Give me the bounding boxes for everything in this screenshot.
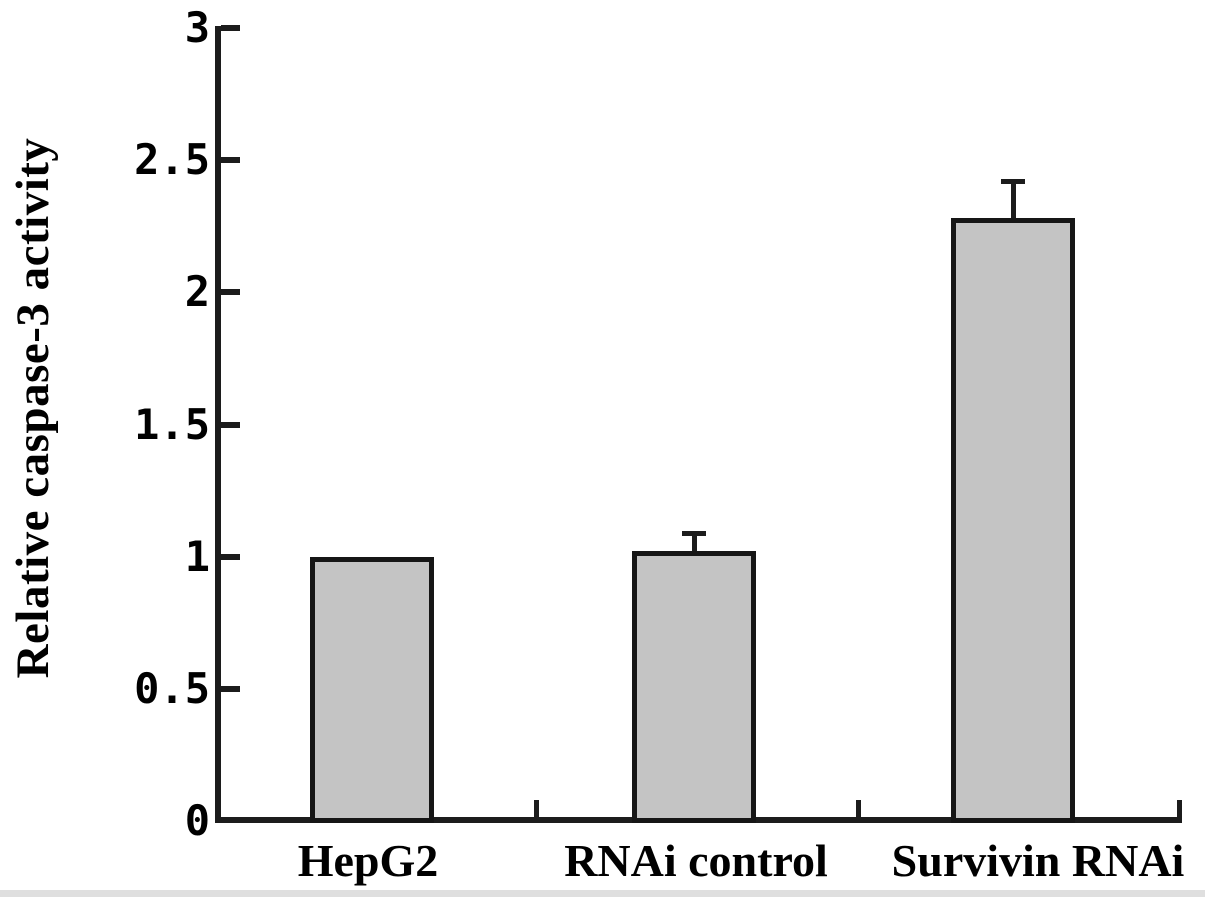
ytick-label: 2 — [184, 267, 210, 316]
category-divider-tick — [534, 800, 539, 817]
bar-hepg2 — [310, 557, 434, 823]
ytick-mark — [221, 289, 240, 295]
x-category-label-survivin-rnai: Survivin RNAi — [891, 835, 1185, 886]
error-bar-cap — [1001, 179, 1025, 184]
ytick-mark — [221, 25, 240, 31]
x-category-label-rnai-control: RNAi control — [564, 835, 828, 886]
ytick-label: 3 — [184, 3, 210, 52]
bottom-artifact-strip — [0, 890, 1205, 897]
bar-survivin-rnai — [951, 218, 1075, 823]
error-bar-stem — [1011, 181, 1016, 218]
ytick-label: 2.5 — [134, 135, 210, 184]
ytick-mark — [221, 686, 240, 692]
ytick-mark — [221, 554, 240, 560]
bar-rnai-control — [632, 551, 756, 823]
ytick-label: 0.5 — [134, 664, 210, 713]
category-divider-tick — [856, 800, 861, 817]
error-bar-cap — [682, 531, 706, 536]
error-bar-stem — [692, 533, 697, 551]
x-axis-end-tick — [1177, 800, 1182, 817]
ytick-label: 0 — [184, 796, 210, 845]
x-category-label-hepg2: HepG2 — [297, 835, 439, 886]
ytick-mark — [221, 157, 240, 163]
y-axis-line — [215, 26, 221, 823]
y-axis-title: Relative caspase-3 activity — [7, 137, 59, 679]
ytick-mark — [221, 422, 240, 428]
ytick-label: 1 — [184, 532, 210, 581]
ytick-label: 1.5 — [134, 400, 210, 449]
